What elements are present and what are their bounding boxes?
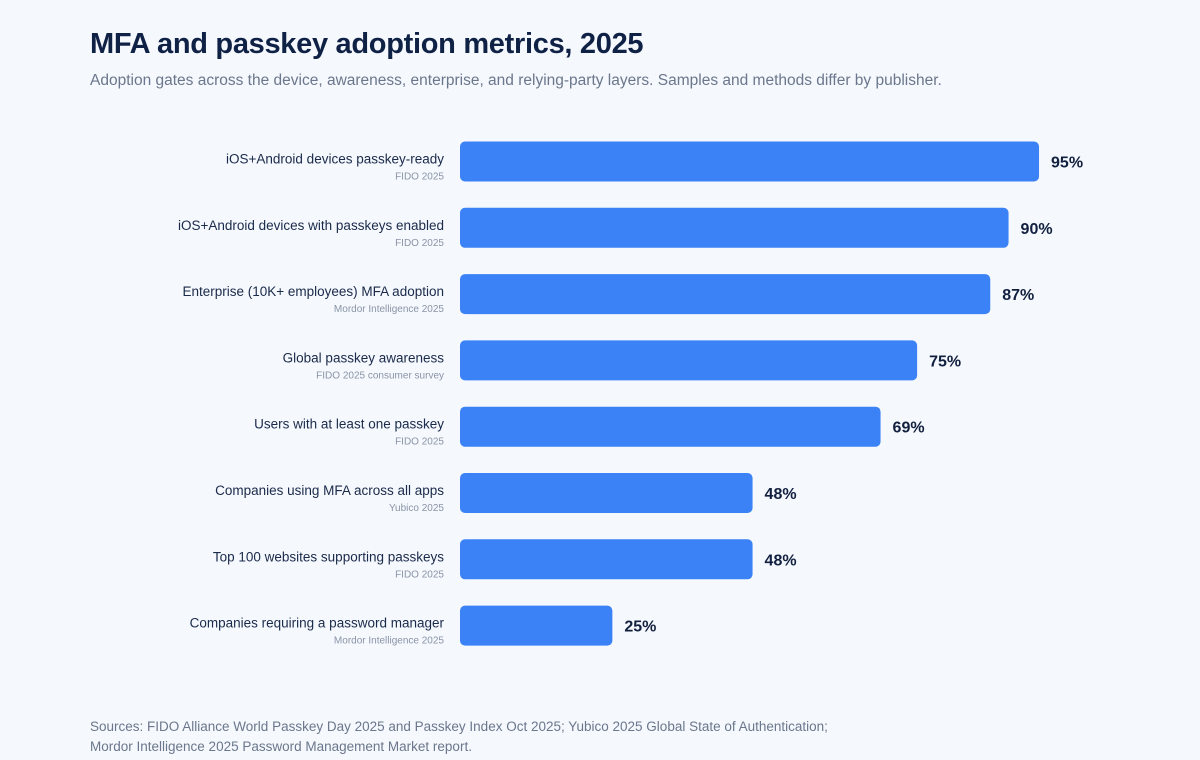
category-label: Enterprise (10K+ employees) MFA adoption xyxy=(182,284,444,299)
bar-row: Companies using MFA across all apps Yubic… xyxy=(215,473,797,514)
bar xyxy=(460,605,613,646)
category-label: Global passkey awareness xyxy=(283,350,445,365)
source-label: FIDO 2025 xyxy=(395,437,444,448)
sources-footnote: Sources: FIDO Alliance World Passkey Day… xyxy=(90,717,828,757)
value-label: 69% xyxy=(893,420,925,437)
chart-subtitle: Adoption gates across the device, awaren… xyxy=(90,72,942,89)
value-label: 87% xyxy=(1002,287,1034,304)
bar xyxy=(460,141,1040,182)
bar xyxy=(460,340,918,381)
bar-row: Users with at least one passkey FIDO 2025… xyxy=(254,406,925,448)
source-label: Mordor Intelligence 2025 xyxy=(334,636,445,647)
bar xyxy=(460,207,1009,248)
bar-row: iOS+Android devices with passkeys enable… xyxy=(178,207,1053,249)
value-label: 90% xyxy=(1021,221,1053,238)
bar-row: Top 100 websites supporting passkeys FIDO… xyxy=(213,539,797,580)
bar-row: Enterprise (10K+ employees) MFA adoption… xyxy=(182,274,1034,315)
value-label: 48% xyxy=(765,552,797,569)
bar-row: Companies requiring a password manager Mo… xyxy=(190,605,656,647)
bar xyxy=(460,539,753,580)
bar xyxy=(460,274,991,315)
source-label: Yubico 2025 xyxy=(389,503,444,514)
source-label: FIDO 2025 xyxy=(395,569,444,580)
bar xyxy=(460,406,881,447)
bar-chart: iOS+Android devices passkey-ready FIDO 20… xyxy=(178,141,1083,647)
value-label: 95% xyxy=(1051,155,1083,172)
value-label: 75% xyxy=(929,353,961,370)
category-label: Companies using MFA across all apps xyxy=(215,483,444,498)
category-label: Companies requiring a password manager xyxy=(190,616,445,631)
source-label: FIDO 2025 consumer survey xyxy=(316,370,444,381)
category-label: iOS+Android devices passkey-ready xyxy=(226,152,444,167)
category-label: iOS+Android devices with passkeys enable… xyxy=(178,218,444,233)
bar-row: Global passkey awareness FIDO 2025 consum… xyxy=(283,340,961,381)
value-label: 25% xyxy=(624,619,656,636)
category-label: Users with at least one passkey xyxy=(254,417,444,432)
chart-title: MFA and passkey adoption metrics, 2025 xyxy=(90,28,644,60)
value-label: 48% xyxy=(765,486,797,503)
source-label: FIDO 2025 xyxy=(395,238,444,249)
bar-row: iOS+Android devices passkey-ready FIDO 20… xyxy=(226,141,1083,183)
category-label: Top 100 websites supporting passkeys xyxy=(213,549,444,564)
bar xyxy=(460,473,753,513)
sources-line-2: Mordor Intelligence 2025 Password Manage… xyxy=(90,739,472,754)
sources-line-1: Sources: FIDO Alliance World Passkey Day… xyxy=(90,719,828,734)
source-label: Mordor Intelligence 2025 xyxy=(334,304,445,315)
source-label: FIDO 2025 xyxy=(395,172,444,183)
